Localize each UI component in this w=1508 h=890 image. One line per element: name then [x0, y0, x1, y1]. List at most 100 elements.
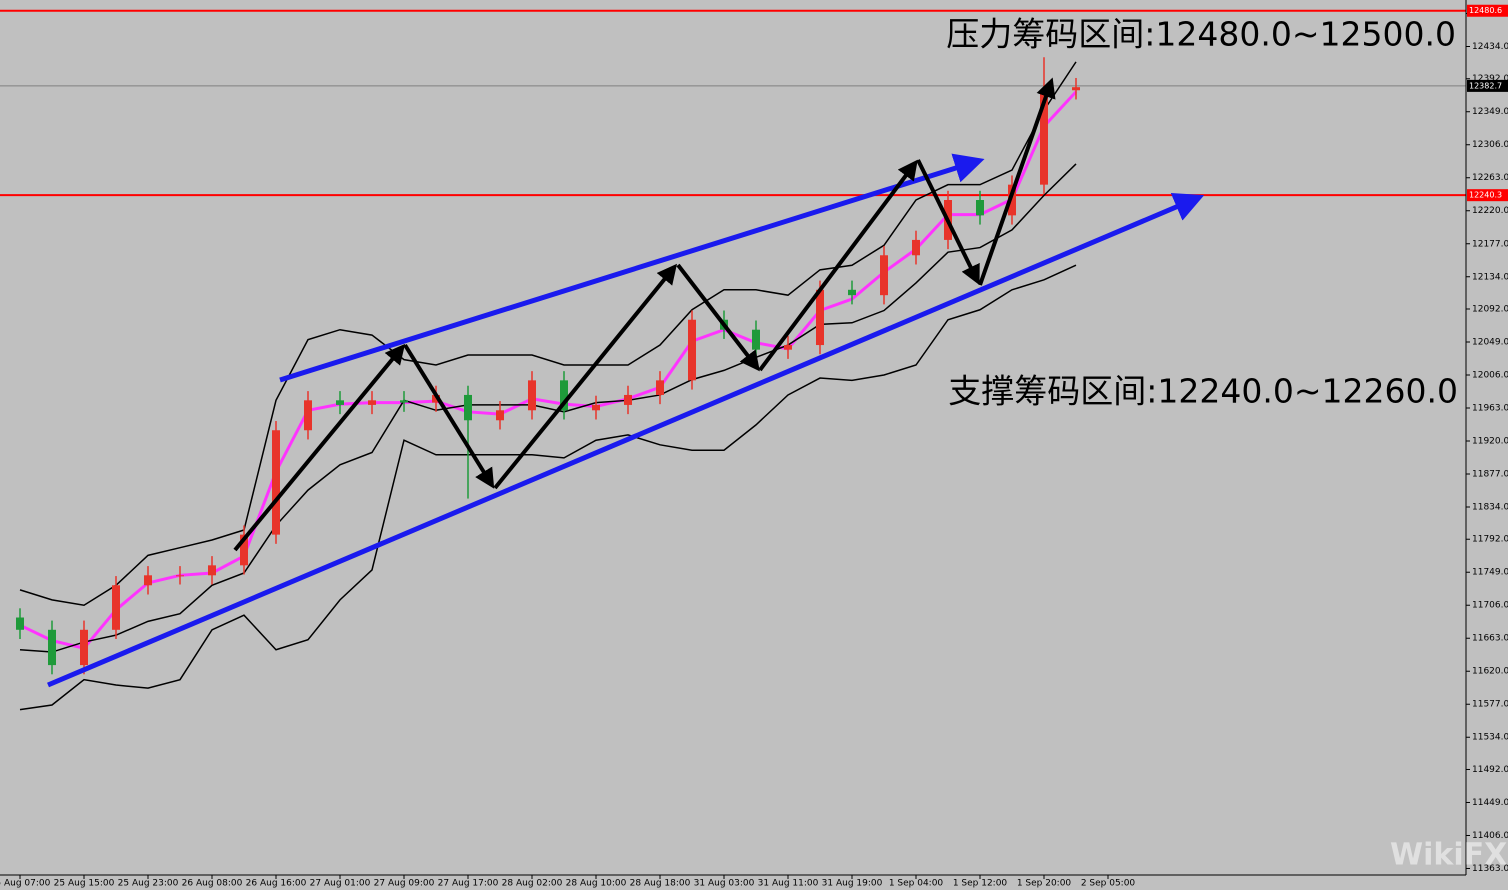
arrow: [493, 263, 678, 490]
y-tick-label: 12306.0: [1472, 140, 1508, 150]
level-tag: [1467, 79, 1508, 92]
candle-body: [496, 410, 504, 421]
watermark: WikiFX: [1390, 838, 1507, 873]
indicator-line: [19, 264, 1077, 711]
candle-body: [816, 289, 824, 346]
y-tick-label: 11749.0: [1472, 568, 1508, 578]
channel-lower: [47, 192, 1205, 688]
level-label: 12480.6: [1469, 6, 1502, 15]
candle-body: [848, 289, 856, 296]
x-tick-label: 28 Aug 02:00: [502, 879, 563, 889]
candle-body: [240, 534, 248, 566]
x-tick-label: 1 Sep 20:00: [1017, 879, 1072, 889]
x-tick-label: 25 Aug 07:00: [0, 879, 51, 889]
candle-body: [1040, 90, 1048, 185]
y-tick-label: 12006.0: [1472, 370, 1508, 380]
y-tick-label: 11492.0: [1472, 765, 1508, 775]
candle-body: [144, 575, 152, 586]
candle-body: [80, 629, 88, 666]
annotation: 支撑筹码区间:12240.0~12260.0: [948, 372, 1458, 411]
arrow: [403, 343, 495, 489]
y-tick-label: 11577.0: [1472, 700, 1508, 710]
x-tick-label: 1 Sep 12:00: [953, 879, 1008, 889]
candle-body: [336, 400, 344, 405]
arrow: [676, 263, 760, 372]
y-tick-label: 12349.0: [1472, 107, 1508, 117]
candle-body: [688, 319, 696, 381]
candle-body: [656, 380, 664, 395]
y-tick-label: 11792.0: [1472, 535, 1508, 545]
channel: [47, 153, 1205, 688]
x-tick-label: 1 Sep 04:00: [889, 879, 944, 889]
channel-upper: [279, 153, 985, 383]
arrow: [916, 159, 980, 286]
y-tick-label: 11663.0: [1472, 634, 1508, 644]
candle-body: [560, 380, 568, 411]
candle-body: [16, 617, 24, 630]
plot-area: [0, 9, 1466, 711]
indicator-line: [19, 163, 1077, 653]
x-tick-label: 26 Aug 08:00: [182, 879, 243, 889]
x-tick-label: 27 Aug 01:00: [310, 879, 371, 889]
y-tick-label: 11620.0: [1472, 667, 1508, 677]
annotation: 压力筹码区间:12480.0~12500.0: [946, 15, 1456, 54]
x-tick-label: 2 Sep 05:00: [1081, 879, 1136, 889]
y-tick-label: 11877.0: [1472, 469, 1508, 479]
candle-body: [624, 394, 632, 405]
y-axis-bg: [1466, 0, 1508, 890]
y-tick-label: 11534.0: [1472, 733, 1508, 743]
x-tick-label: 27 Aug 09:00: [374, 879, 435, 889]
candle-body: [304, 400, 312, 431]
x-tick-label: 25 Aug 23:00: [118, 879, 179, 889]
x-tick-label: 26 Aug 16:00: [246, 879, 307, 889]
arrow: [758, 159, 918, 372]
y-tick-label: 11834.0: [1472, 502, 1508, 512]
y-tick-label: 12049.0: [1472, 337, 1508, 347]
x-tick-label: 28 Aug 10:00: [566, 879, 627, 889]
candle-body: [272, 430, 280, 535]
y-tick-label: 12220.0: [1472, 206, 1508, 216]
candle-body: [528, 380, 536, 411]
y-tick-label: 11963.0: [1472, 403, 1508, 413]
candle-body: [208, 565, 216, 576]
y-tick-label: 12092.0: [1472, 304, 1508, 314]
indicator-line: [19, 90, 1078, 650]
candle-body: [112, 585, 120, 630]
candle-body: [976, 200, 984, 216]
candle-body: [1072, 87, 1080, 91]
arrow: [978, 77, 1056, 286]
candle-body: [880, 255, 888, 296]
y-tick-label: 11363.0: [1472, 864, 1508, 874]
x-tick-label: 31 Aug 11:00: [758, 879, 819, 889]
candle-body: [368, 400, 376, 405]
y-tick-label: 12134.0: [1472, 272, 1508, 282]
arrow: [233, 343, 406, 552]
y-tick-label: 11920.0: [1472, 436, 1508, 446]
level-label: 12240.3: [1469, 191, 1502, 200]
zigzag: [233, 77, 1056, 552]
y-tick-label: 12263.0: [1472, 173, 1508, 183]
level-label: 12382.7: [1469, 81, 1502, 90]
candle-body: [752, 329, 760, 350]
level-tag: [1467, 4, 1508, 17]
x-tick-label: 27 Aug 17:00: [438, 879, 499, 889]
x-tick-label: 28 Aug 18:00: [630, 879, 691, 889]
candle-body: [432, 394, 440, 403]
candle-body: [912, 239, 920, 256]
x-tick-label: 31 Aug 19:00: [822, 879, 883, 889]
x-tick-label: 31 Aug 03:00: [694, 879, 755, 889]
y-tick-label: 12434.0: [1472, 42, 1508, 52]
y-tick-label: 12177.0: [1472, 239, 1508, 249]
candle-body: [784, 345, 792, 350]
level-tag: [1467, 189, 1508, 202]
candle-body: [48, 629, 56, 666]
y-tick-label: 11449.0: [1472, 798, 1508, 808]
candle-body: [1008, 184, 1016, 216]
y-tick-label: 11706.0: [1472, 601, 1508, 611]
indicator-line: [19, 61, 1077, 607]
candle-body: [176, 575, 184, 577]
candle-body: [464, 394, 472, 421]
candle-body: [400, 400, 408, 403]
